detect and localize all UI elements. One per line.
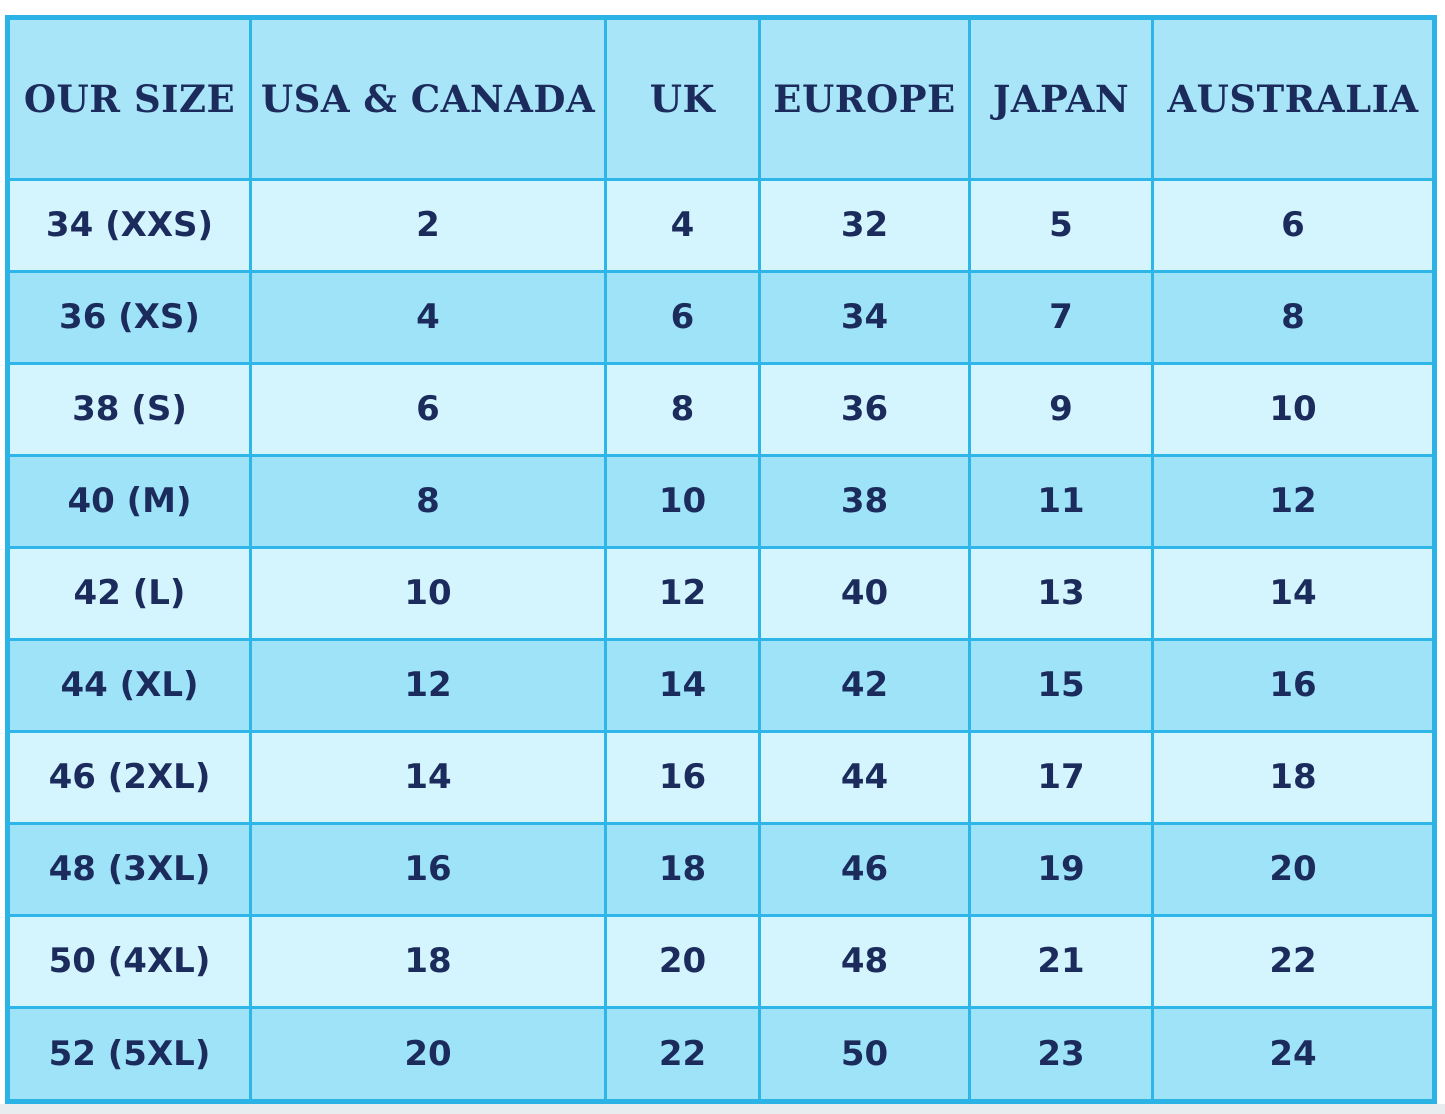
size-value: 10 [1151,361,1436,457]
column-header: UK [604,16,761,181]
size-value: 36 [758,361,971,457]
size-value: 14 [604,637,761,733]
table-row: 50 (4XL) 18 20 48 21 22 [6,913,1436,1009]
column-header: USA & CANADA [249,16,607,181]
size-label: 46 (2XL) [6,729,252,825]
header-row: OUR SIZE USA & CANADA UK EUROPE JAPAN AUSTRAL… [6,16,1436,181]
size-value: 12 [1151,453,1436,549]
size-value: 48 [758,913,971,1009]
size-value: 16 [1151,637,1436,733]
size-value: 18 [249,913,607,1009]
size-value: 5 [968,178,1154,273]
size-value: 6 [604,269,761,365]
size-value: 20 [249,1005,607,1104]
size-label: 42 (L) [6,545,252,641]
size-value: 19 [968,821,1154,917]
table-row: 34 (XXS) 2 4 32 5 6 [6,178,1436,273]
size-value: 40 [758,545,971,641]
size-value: 4 [604,178,761,273]
column-header: AUSTRALIA [1151,16,1436,181]
table-row: 44 (XL) 12 14 42 15 16 [6,637,1436,733]
size-value: 21 [968,913,1154,1009]
size-value: 9 [968,361,1154,457]
size-label: 52 (5XL) [6,1005,252,1104]
size-value: 24 [1151,1005,1436,1104]
bottom-strip [0,1104,1445,1114]
size-value: 32 [758,178,971,273]
size-value: 12 [249,637,607,733]
table-row: 52 (5XL) 20 22 50 23 24 [6,1005,1436,1104]
size-value: 10 [249,545,607,641]
column-header: EUROPE [758,16,971,181]
size-value: 44 [758,729,971,825]
size-value: 16 [604,729,761,825]
size-value: 20 [1151,821,1436,917]
table-row: 46 (2XL) 14 16 44 17 18 [6,729,1436,825]
size-value: 18 [604,821,761,917]
size-label: 50 (4XL) [6,913,252,1009]
size-value: 50 [758,1005,971,1104]
size-label: 36 (XS) [6,269,252,365]
size-value: 13 [968,545,1154,641]
size-value: 14 [249,729,607,825]
size-value: 6 [1151,178,1436,273]
table-row: 38 (S) 6 8 36 9 10 [6,361,1436,457]
table-row: 36 (XS) 4 6 34 7 8 [6,269,1436,365]
size-label: 40 (M) [6,453,252,549]
column-header: JAPAN [968,16,1154,181]
size-value: 8 [604,361,761,457]
size-value: 2 [249,178,607,273]
size-value: 17 [968,729,1154,825]
size-table: OUR SIZE USA & CANADA UK EUROPE JAPAN AUSTRAL… [5,15,1437,1104]
size-value: 23 [968,1005,1154,1104]
size-value: 11 [968,453,1154,549]
table-row: 48 (3XL) 16 18 46 19 20 [6,821,1436,917]
size-value: 18 [1151,729,1436,825]
size-value: 46 [758,821,971,917]
size-value: 22 [604,1005,761,1104]
size-label: 38 (S) [6,361,252,457]
size-value: 6 [249,361,607,457]
size-value: 34 [758,269,971,365]
size-value: 8 [1151,269,1436,365]
size-label: 44 (XL) [6,637,252,733]
column-header: OUR SIZE [6,16,252,181]
size-label: 48 (3XL) [6,821,252,917]
size-label: 34 (XXS) [6,178,252,273]
size-value: 42 [758,637,971,733]
size-value: 12 [604,545,761,641]
size-value: 4 [249,269,607,365]
table-row: 40 (M) 8 10 38 11 12 [6,453,1436,549]
table-row: 42 (L) 10 12 40 13 14 [6,545,1436,641]
size-value: 8 [249,453,607,549]
size-value: 10 [604,453,761,549]
size-value: 38 [758,453,971,549]
size-value: 22 [1151,913,1436,1009]
size-value: 7 [968,269,1154,365]
size-value: 15 [968,637,1154,733]
size-value: 20 [604,913,761,1009]
size-value: 16 [249,821,607,917]
size-value: 14 [1151,545,1436,641]
